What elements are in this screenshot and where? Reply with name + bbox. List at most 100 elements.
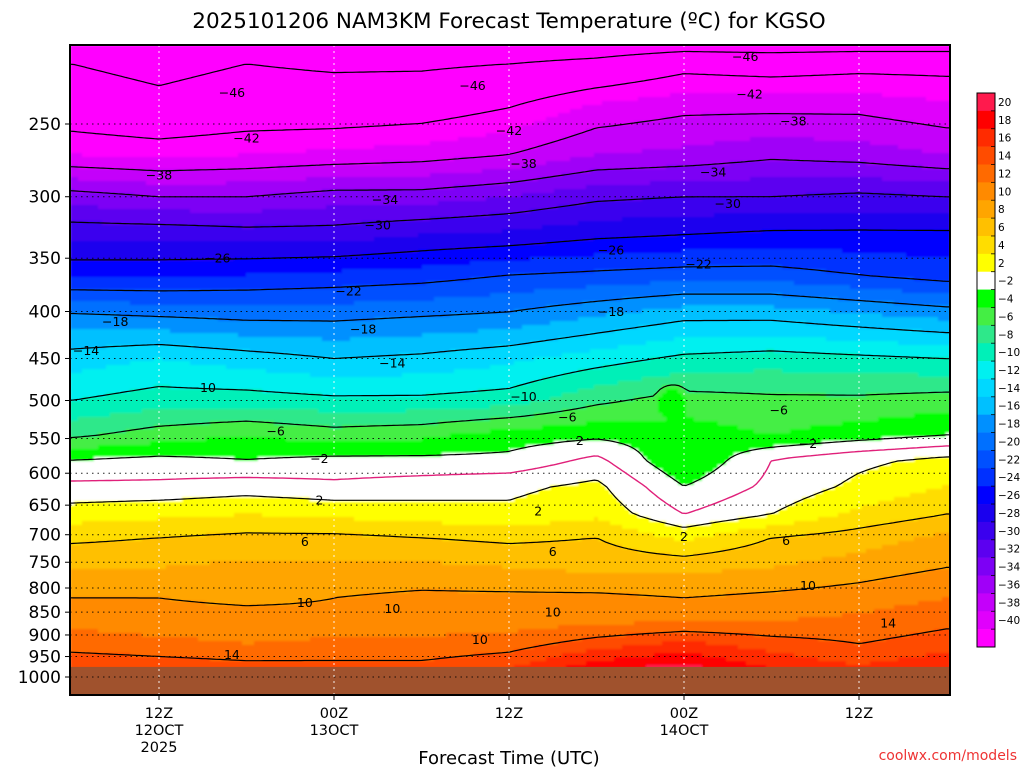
contour-label-7: −38 xyxy=(146,167,172,182)
temp-cell-210 xyxy=(682,305,775,310)
temp-cell-201 xyxy=(622,297,839,302)
temp-cell-337 xyxy=(530,401,611,406)
temp-cell-319 xyxy=(686,389,950,394)
temp-cell-158 xyxy=(682,249,843,254)
temp-cell-321 xyxy=(106,393,323,398)
temp-cell-240 xyxy=(238,333,423,338)
temp-cell-71 xyxy=(70,157,455,162)
temp-cell-36 xyxy=(70,125,523,130)
colorbar-label-27: −36 xyxy=(998,579,1020,591)
temp-cell-278 xyxy=(514,361,627,366)
temp-cell-611 xyxy=(310,637,583,642)
x-axis-label: Forecast Time (UTC) xyxy=(418,748,599,768)
contour-label-37: 10 xyxy=(384,601,400,616)
temp-cell-342 xyxy=(490,405,587,410)
temp-cell-614 xyxy=(886,637,950,642)
temp-cell-80 xyxy=(78,165,279,170)
temp-cell-429 xyxy=(866,469,950,474)
temp-cell-295 xyxy=(562,373,671,378)
temp-cell-357 xyxy=(686,413,915,418)
temp-cell-412 xyxy=(94,457,235,462)
x-tick-label-18-1: 13OCT xyxy=(310,723,359,739)
temp-cell-639 xyxy=(70,657,211,662)
temp-cell-567 xyxy=(70,581,859,586)
temp-cell-160 xyxy=(70,253,363,258)
temp-cell-511 xyxy=(638,529,739,534)
colorbar-band-15 xyxy=(977,361,995,380)
temp-cell-98 xyxy=(146,181,227,186)
temp-cell-272 xyxy=(162,357,535,362)
temp-cell-640 xyxy=(210,657,435,662)
temp-cell-444 xyxy=(70,485,551,490)
temp-cell-96 xyxy=(882,177,950,182)
colorbar-label-19: −20 xyxy=(998,436,1020,448)
temp-cell-636 xyxy=(702,653,795,658)
temp-cell-179 xyxy=(510,273,859,278)
temp-cell-35 xyxy=(914,121,950,126)
temp-cell-457 xyxy=(814,493,911,498)
temp-cell-540 xyxy=(882,545,950,550)
temp-cell-89 xyxy=(430,173,563,178)
colorbar-band-10 xyxy=(977,271,995,290)
temp-cell-21 xyxy=(582,105,950,110)
temp-cell-123 xyxy=(326,205,559,210)
contour-label-29: −2 xyxy=(799,436,817,451)
temp-cell-419 xyxy=(650,461,727,466)
temp-cell-495 xyxy=(70,521,83,526)
temp-cell-56 xyxy=(70,145,375,150)
colorbar-band-1 xyxy=(977,110,995,130)
temp-cell-396 xyxy=(618,441,823,446)
temp-cell-181 xyxy=(70,277,471,282)
temp-cell-29 xyxy=(546,117,663,122)
temp-cell-424 xyxy=(718,465,879,470)
contour-label-22: −10 xyxy=(190,380,216,395)
contour-label-21: −14 xyxy=(379,355,405,370)
y-tick-label-850: 850 xyxy=(29,603,61,623)
temp-cell-590 xyxy=(874,609,950,614)
temp-cell-57 xyxy=(374,145,539,150)
temp-cell-236 xyxy=(478,329,615,334)
temp-cell-560 xyxy=(566,569,723,574)
temp-cell-177 xyxy=(70,273,247,278)
temp-cell-197 xyxy=(670,293,783,298)
plot-frame xyxy=(69,44,951,696)
temp-cell-594 xyxy=(798,617,950,622)
isotherm-m38 xyxy=(70,113,950,172)
temp-cell-25 xyxy=(558,113,703,118)
temp-cell-471 xyxy=(70,505,627,510)
temp-cell-479 xyxy=(70,513,235,518)
contour-label-4: −42 xyxy=(233,131,259,146)
temp-cell-615 xyxy=(70,641,243,646)
temp-cell-421 xyxy=(890,461,950,466)
temp-cell-416 xyxy=(730,457,915,462)
colorbar-label-17: −16 xyxy=(998,401,1020,413)
colorbar-label-20: −22 xyxy=(998,454,1020,466)
temp-cell-152 xyxy=(70,241,547,246)
y-tick-label-1000: 1000 xyxy=(18,668,61,688)
temp-cell-333 xyxy=(634,397,659,402)
colorbar-label-28: −38 xyxy=(998,597,1020,609)
temp-cell-646 xyxy=(898,657,950,662)
temp-cell-591 xyxy=(70,613,843,618)
colorbar-band-8 xyxy=(977,235,995,255)
temp-cell-449 xyxy=(70,489,539,494)
temp-cell-156 xyxy=(70,249,419,254)
colorbar-label-5: 10 xyxy=(998,186,1011,198)
y-tick-label-700: 700 xyxy=(29,526,61,546)
temp-cell-406 xyxy=(750,449,950,454)
temp-cell-521 xyxy=(70,537,143,542)
temp-cell-72 xyxy=(454,157,571,162)
temp-cell-7 xyxy=(70,73,950,78)
temp-cell-327 xyxy=(682,393,827,398)
colorbar-label-3: 14 xyxy=(998,151,1012,163)
temp-cell-291 xyxy=(782,369,950,374)
temp-cell-100 xyxy=(506,181,651,186)
temp-cell-199 xyxy=(70,297,435,302)
temp-cell-624 xyxy=(534,645,623,650)
temp-cell-526 xyxy=(674,537,695,542)
temp-cell-85 xyxy=(70,169,483,174)
temp-cell-430 xyxy=(70,473,667,478)
temp-cell-282 xyxy=(226,365,491,370)
temp-cell-1 xyxy=(70,49,950,54)
temp-cell-207 xyxy=(894,301,950,306)
